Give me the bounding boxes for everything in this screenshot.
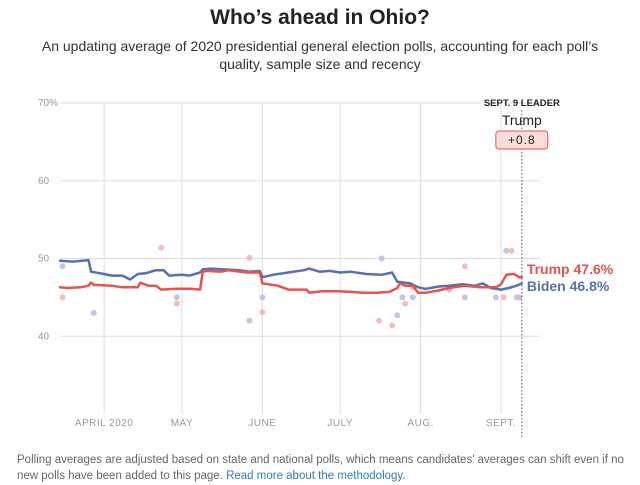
- poll-dot-trump: [508, 247, 515, 254]
- footnote-end: .: [402, 470, 406, 482]
- y-tick-label: 70%: [38, 98, 58, 109]
- poll-dot-biden: [59, 263, 66, 270]
- poll-dot-trump: [461, 263, 468, 270]
- polling-average-chart: 40 50 60 70% APRIL 2020 MAY JUNE JULY AUG. SEPT. …: [38, 98, 614, 438]
- x-tick-label: MAY: [171, 418, 193, 429]
- x-tick-label: APRIL 2020: [75, 418, 134, 429]
- y-tick-label: 50: [38, 254, 50, 265]
- poll-dot-biden: [492, 294, 499, 301]
- x-tick-label: JULY: [327, 418, 353, 429]
- poll-dot-biden: [90, 309, 97, 316]
- series-lines: [58, 258, 524, 294]
- leader-callout: SEPT. 9 LEADER Trump +0.8: [484, 98, 560, 438]
- poll-dot-trump: [500, 294, 507, 301]
- leader-margin-box: [495, 130, 549, 150]
- series-end-labels: Trump 47.6%Biden 46.8%: [527, 261, 614, 294]
- poll-dot-biden: [409, 294, 416, 301]
- poll-dot-biden: [173, 294, 180, 301]
- leader-margin: +0.8: [508, 133, 536, 147]
- leader-name: Trump: [502, 112, 542, 128]
- poll-dot-trump: [173, 300, 180, 307]
- y-tick-label: 60: [38, 176, 50, 187]
- poll-dot-biden: [503, 247, 510, 254]
- poll-dot-biden: [516, 294, 523, 301]
- axis-labels: 40 50 60 70% APRIL 2020 MAY JUNE JULY AUG. SEPT.: [38, 98, 516, 429]
- poll-dot-trump: [389, 322, 396, 329]
- methodology-link[interactable]: Read more about the methodology: [226, 470, 403, 482]
- poll-dot-biden: [461, 294, 468, 301]
- x-tick-label: AUG.: [407, 418, 433, 429]
- y-tick-label: 40: [38, 331, 50, 342]
- poll-dot-biden: [246, 317, 253, 324]
- x-tick-label: JUNE: [248, 418, 276, 429]
- series-line-trump: [58, 268, 524, 294]
- poll-dot-trump: [259, 309, 266, 316]
- poll-dot-biden: [378, 255, 385, 262]
- end-label-biden: Biden 46.8%: [527, 278, 610, 294]
- poll-dot-trump: [158, 244, 165, 251]
- series-line-biden: [58, 258, 524, 291]
- poll-dot-trump: [246, 254, 253, 261]
- poll-dot-biden: [394, 312, 401, 319]
- poll-dot-trump: [376, 317, 383, 324]
- chart-subtitle: An updating average of 2020 presidential…: [41, 38, 599, 72]
- grid: [60, 102, 540, 414]
- chart-title: Who’s ahead in Ohio?: [210, 6, 430, 29]
- poll-dot-biden: [259, 294, 266, 301]
- footnote-text: Polling averages are adjusted based on s…: [17, 454, 624, 482]
- footnote: Polling averages are adjusted based on s…: [17, 452, 627, 484]
- poll-dot-biden: [399, 294, 406, 301]
- poll-dot-trump: [402, 300, 409, 307]
- x-tick-label: SEPT.: [486, 418, 516, 429]
- end-label-trump: Trump 47.6%: [527, 261, 614, 277]
- leader-heading: SEPT. 9 LEADER: [484, 98, 560, 109]
- poll-dot-trump: [59, 294, 66, 301]
